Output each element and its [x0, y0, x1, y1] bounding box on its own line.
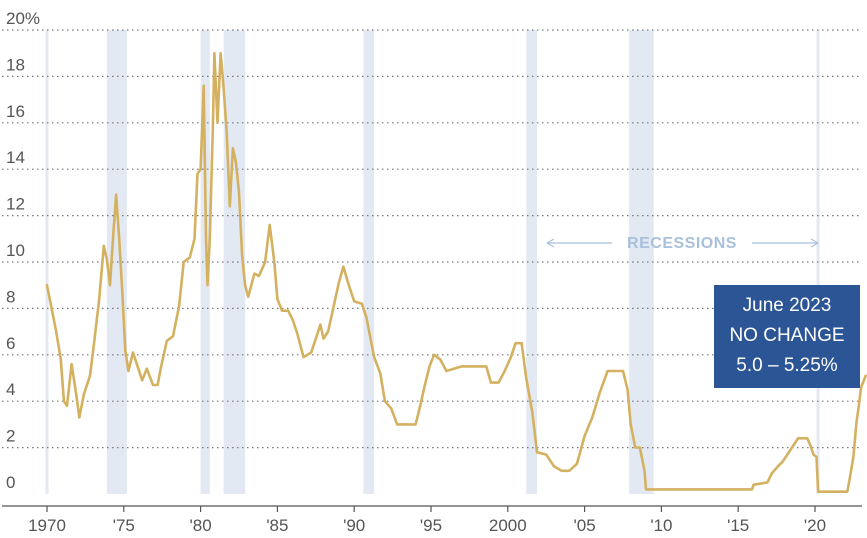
x-tick-label-1995: '95 [420, 516, 442, 535]
recessions-arrowhead-left [546, 238, 555, 248]
x-axis [2, 505, 862, 512]
annotation-line-2: NO CHANGE [729, 325, 845, 346]
y-tick-label-20: 20% [6, 9, 40, 28]
recession-band-4 [363, 30, 375, 494]
y-tick-label-18: 18 [6, 55, 25, 74]
x-tick-label-2005: '05 [574, 516, 596, 535]
recessions-arrowhead-right [810, 238, 819, 248]
y-tick-label-6: 6 [6, 334, 15, 353]
x-tick-label-1990: '90 [343, 516, 365, 535]
x-tick-label-1980: '80 [190, 516, 212, 535]
recessions-label-group: RECESSIONS [546, 235, 819, 252]
y-tick-label-10: 10 [6, 241, 25, 260]
y-tick-label-12: 12 [6, 195, 25, 214]
y-tick-label-2: 2 [6, 427, 15, 446]
annotation-callout: June 2023 NO CHANGE 5.0 – 5.25% [714, 285, 860, 388]
x-axis-tick-labels: 1970 '75 '80 '85 '90 '95 2000 '05 '10 '15 '20 [28, 516, 826, 535]
y-axis-tick-labels: 0 2 4 6 8 10 12 14 16 18 20% [6, 9, 40, 492]
x-tick-label-1975: '75 [113, 516, 135, 535]
gridlines [2, 29, 862, 449]
x-tick-label-2020: '20 [804, 516, 826, 535]
y-tick-label-0: 0 [6, 473, 15, 492]
recession-band-1 [106, 30, 127, 494]
y-tick-label-4: 4 [6, 380, 15, 399]
x-tick-label-1970: 1970 [28, 516, 66, 535]
y-tick-label-8: 8 [6, 287, 15, 306]
recessions-label: RECESSIONS [627, 235, 737, 252]
recession-band-5 [526, 30, 537, 494]
annotation-line-3: 5.0 – 5.25% [736, 355, 838, 376]
y-tick-label-14: 14 [6, 148, 25, 167]
x-tick-label-2010: '10 [650, 516, 672, 535]
rate-series [45, 51, 867, 494]
x-tick-label-2000: 2000 [489, 516, 527, 535]
series-line-0 [45, 51, 867, 494]
x-tick-label-1985: '85 [266, 516, 288, 535]
y-tick-label-16: 16 [6, 102, 25, 121]
recession-band-3 [223, 30, 246, 494]
recession-band-2 [200, 30, 210, 494]
x-tick-label-2015: '15 [727, 516, 749, 535]
annotation-line-1: June 2023 [742, 295, 832, 316]
